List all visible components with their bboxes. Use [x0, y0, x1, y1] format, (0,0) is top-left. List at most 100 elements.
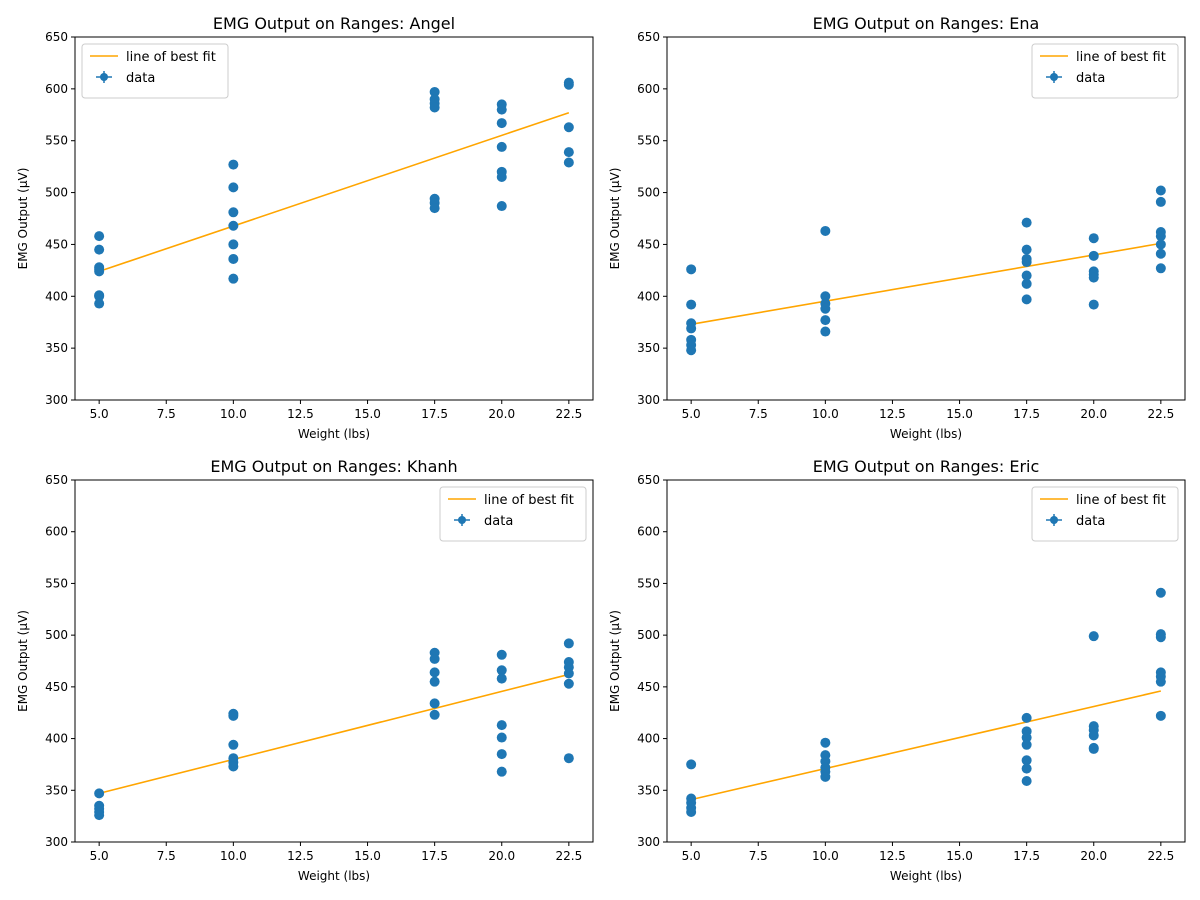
data-point — [429, 86, 440, 97]
x-tick-label: 22.5 — [555, 849, 582, 863]
x-tick-label: 10.0 — [812, 849, 839, 863]
legend: line of best fit data — [439, 486, 587, 542]
y-tick-label: 500 — [637, 186, 660, 200]
data-point — [1088, 233, 1099, 244]
data-point — [94, 298, 105, 309]
y-tick-label: 300 — [45, 835, 68, 849]
x-tick-label: 22.5 — [555, 407, 582, 421]
data-point — [1021, 763, 1032, 774]
data-point — [429, 676, 440, 687]
data-point — [563, 157, 574, 168]
data-point — [1021, 732, 1032, 743]
data-point — [1021, 217, 1032, 228]
data-point — [228, 761, 239, 772]
y-tick-label: 650 — [637, 473, 660, 487]
chart-title: EMG Output on Ranges: Angel — [213, 14, 455, 33]
data-point — [228, 273, 239, 284]
data-point — [686, 264, 697, 275]
legend-data-label: data — [1076, 514, 1105, 529]
data-point — [94, 231, 105, 242]
x-tick-label: 15.0 — [354, 849, 381, 863]
y-axis-label: EMG Output (μV) — [608, 610, 622, 712]
data-point — [1021, 294, 1032, 305]
x-axis-label: Weight (lbs) — [298, 869, 370, 883]
legend: line of best fit data — [1031, 486, 1179, 542]
data-point — [496, 766, 507, 777]
data-point — [496, 749, 507, 760]
y-tick-label: 600 — [45, 525, 68, 539]
data-point — [228, 239, 239, 250]
x-tick-label: 12.5 — [879, 407, 906, 421]
x-axis-label: Weight (lbs) — [298, 427, 370, 441]
chart-title: EMG Output on Ranges: Ena — [813, 14, 1040, 33]
data-point — [228, 710, 239, 721]
data-point — [496, 172, 507, 183]
y-tick-label: 650 — [45, 473, 68, 487]
data-point — [1088, 250, 1099, 261]
data-point — [496, 720, 507, 731]
data-point — [1021, 278, 1032, 289]
data-point — [820, 315, 831, 326]
y-tick-label: 500 — [45, 628, 68, 642]
legend-data-swatch — [1050, 516, 1058, 524]
data-point — [1155, 185, 1166, 196]
data-point — [496, 201, 507, 212]
chart-panel-3: EMG Output on Ranges: Khanh 5.0 7.5 10.0 12.… — [16, 457, 594, 883]
data-point — [1021, 270, 1032, 281]
x-tick-label: 20.0 — [1080, 849, 1107, 863]
y-tick-label: 450 — [637, 237, 660, 251]
y-tick-label: 500 — [45, 186, 68, 200]
data-point — [1021, 712, 1032, 723]
data-point — [94, 244, 105, 255]
x-tick-label: 10.0 — [220, 849, 247, 863]
data-point — [94, 266, 105, 277]
x-tick-label: 7.5 — [157, 849, 176, 863]
data-point — [1155, 248, 1166, 259]
x-tick-label: 12.5 — [879, 849, 906, 863]
legend-fit-label: line of best fit — [484, 493, 574, 508]
x-tick-label: 10.0 — [220, 407, 247, 421]
data-point — [228, 182, 239, 193]
line-of-best-fit — [690, 690, 1162, 801]
y-tick-label: 400 — [45, 289, 68, 303]
data-point — [1088, 730, 1099, 741]
data-point — [1088, 631, 1099, 642]
data-point — [820, 225, 831, 236]
x-tick-label: 5.0 — [682, 407, 701, 421]
x-tick-label: 15.0 — [354, 407, 381, 421]
data-point — [429, 698, 440, 709]
x-tick-label: 22.5 — [1147, 407, 1174, 421]
legend-data-label: data — [484, 514, 513, 529]
data-point — [563, 678, 574, 689]
x-tick-label: 17.5 — [421, 407, 448, 421]
data-point — [429, 203, 440, 214]
y-tick-label: 450 — [45, 237, 68, 251]
line-of-best-fit — [98, 111, 570, 273]
data-point — [228, 739, 239, 750]
data-point — [496, 104, 507, 115]
data-point — [686, 323, 697, 334]
data-point — [1088, 299, 1099, 310]
legend-box — [1031, 43, 1179, 99]
data-point — [1021, 257, 1032, 268]
data-point — [496, 649, 507, 660]
y-tick-label: 600 — [637, 525, 660, 539]
data-point — [94, 810, 105, 821]
data-point — [1155, 676, 1166, 687]
y-tick-label: 400 — [637, 289, 660, 303]
data-point — [496, 141, 507, 152]
data-point — [563, 668, 574, 679]
line-of-best-fit — [691, 242, 1161, 326]
y-tick-label: 350 — [637, 783, 660, 797]
legend-data-swatch — [1050, 73, 1058, 81]
x-tick-label: 7.5 — [749, 407, 768, 421]
x-tick-label: 12.5 — [287, 849, 314, 863]
x-axis-label: Weight (lbs) — [890, 869, 962, 883]
x-tick-label: 22.5 — [1147, 849, 1174, 863]
legend-data-swatch — [100, 73, 108, 81]
legend-data-swatch — [458, 516, 466, 524]
data-point — [820, 326, 831, 337]
y-tick-label: 550 — [45, 134, 68, 148]
x-tick-label: 17.5 — [1013, 849, 1040, 863]
